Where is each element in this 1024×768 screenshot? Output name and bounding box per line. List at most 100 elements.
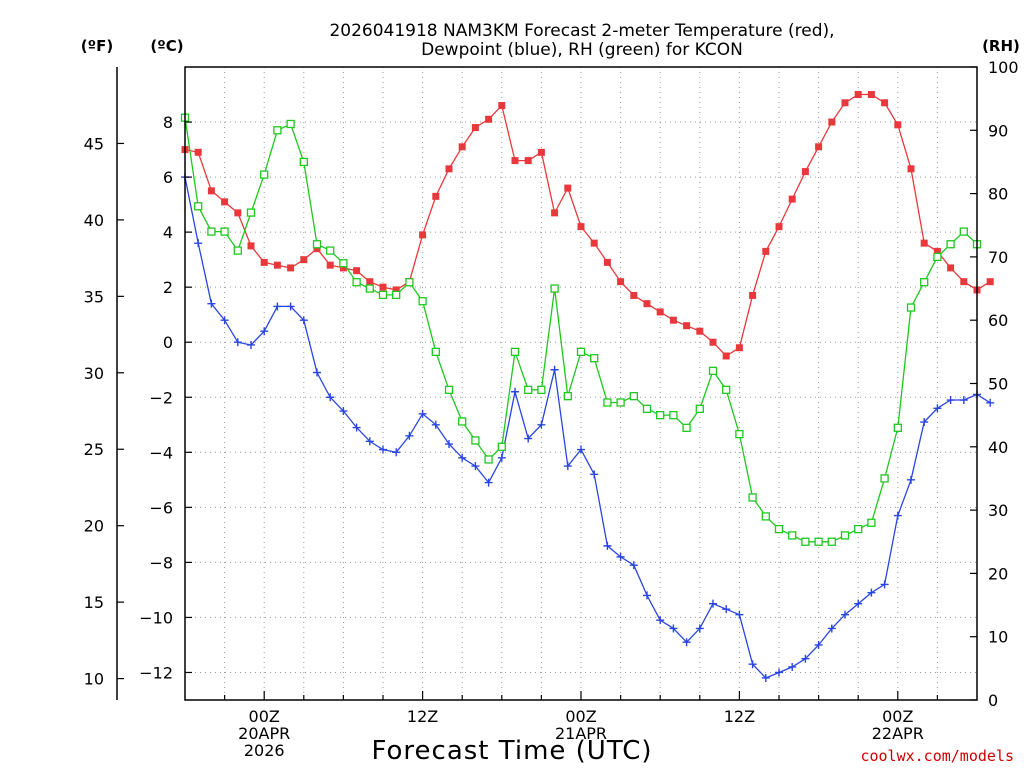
rh-point xyxy=(484,455,493,464)
rh-point xyxy=(603,398,612,407)
fahrenheit-tick-label: 40 xyxy=(84,211,104,230)
rh-point xyxy=(959,227,968,236)
rh-point xyxy=(510,347,520,357)
celsius-tick-label: −4 xyxy=(149,443,173,462)
dewpoint-point xyxy=(867,588,876,597)
dewpoint-point xyxy=(590,470,599,479)
dewpoint-point xyxy=(854,599,863,608)
celsius-tick-label: 6 xyxy=(163,168,173,187)
temperature-point xyxy=(933,247,941,255)
gridlines xyxy=(185,67,977,700)
rh-point xyxy=(537,385,546,394)
rh-point xyxy=(642,404,652,413)
rh-point xyxy=(801,537,810,546)
temperature-point xyxy=(656,308,664,316)
dewpoint-point xyxy=(352,423,361,432)
dewpoint-point xyxy=(431,420,440,429)
rh-point xyxy=(814,537,823,546)
rh-point xyxy=(312,240,322,249)
temperature-point xyxy=(643,300,651,308)
rh-point xyxy=(590,354,599,363)
chart-title-line-1: 2026041918 NAM3KM Forecast 2-meter Tempe… xyxy=(329,21,834,41)
temperature-point xyxy=(247,242,255,250)
temperature-point xyxy=(960,278,968,286)
rh-point xyxy=(920,278,929,287)
temperature-point xyxy=(801,168,809,176)
series-2-meter-temperature xyxy=(181,91,994,360)
temperature-point xyxy=(630,291,638,299)
rh-point xyxy=(339,259,348,268)
temperature-point xyxy=(762,247,770,255)
rh-tick-label: 90 xyxy=(988,121,1008,140)
temperature-point xyxy=(551,209,559,217)
dewpoint-point xyxy=(775,668,783,677)
temperature-point xyxy=(221,198,229,206)
rh-point xyxy=(405,278,414,287)
rh-point xyxy=(893,423,902,432)
rh-point xyxy=(629,392,638,401)
dewpoint-point xyxy=(524,434,533,443)
dewpoint-point xyxy=(695,624,704,633)
rh-point xyxy=(246,208,256,217)
rh-point xyxy=(392,290,401,300)
rh-point xyxy=(352,278,361,287)
dewpoint-point xyxy=(326,393,335,402)
x-tick-label: 20APR xyxy=(238,724,290,743)
x-tick-label: 2026 xyxy=(244,741,285,760)
temperature-point xyxy=(207,187,215,195)
temperature-point xyxy=(485,115,493,123)
rh-point xyxy=(550,284,559,293)
rh-point xyxy=(761,512,770,521)
dewpoint-point xyxy=(880,580,889,589)
dewpoint-point xyxy=(986,398,995,407)
celsius-tick-label: −10 xyxy=(139,608,173,627)
dewpoint-point xyxy=(801,654,810,663)
dewpoint-point xyxy=(313,368,321,377)
dewpoint-point xyxy=(682,638,691,647)
rh-point xyxy=(867,518,876,527)
temperature-point xyxy=(696,327,704,335)
x-tick-label: 12Z xyxy=(407,707,438,726)
dewpoint-point xyxy=(814,640,823,649)
temperature-point xyxy=(669,316,677,324)
rh-tick-label: 0 xyxy=(988,691,998,710)
x-tick-label: 00Z xyxy=(565,707,596,726)
temperature-point xyxy=(432,192,440,200)
rh-point xyxy=(458,417,467,426)
fahrenheit-tick-label: 45 xyxy=(84,134,104,153)
rh-point xyxy=(656,410,665,420)
temperature-point xyxy=(603,258,611,266)
fahrenheit-tick-label: 15 xyxy=(84,593,104,612)
dewpoint-point xyxy=(537,420,546,429)
temperature-point xyxy=(234,209,242,217)
dewpoint-point xyxy=(365,437,374,446)
rh-point xyxy=(431,347,440,357)
dewpoint-point xyxy=(220,316,229,325)
x-tick-label: 00Z xyxy=(882,707,913,726)
temperature-point xyxy=(260,258,268,266)
dewpoint-point xyxy=(299,316,308,325)
rh-tick-label: 100 xyxy=(988,58,1019,77)
temperature-point xyxy=(339,264,347,272)
dewpoint-point xyxy=(907,475,915,484)
series-dewpoint xyxy=(181,173,995,682)
temperature-point xyxy=(920,239,928,247)
rh-point xyxy=(524,385,533,394)
fahrenheit-tick-label: 30 xyxy=(84,364,104,383)
dewpoint-point xyxy=(392,448,401,457)
rh-point xyxy=(576,347,586,357)
fahrenheit-tick-label: 20 xyxy=(84,517,104,536)
rh-tick-label: 70 xyxy=(988,248,1008,267)
dewpoint-point xyxy=(273,302,282,311)
rh-point xyxy=(220,227,229,236)
temperature-point xyxy=(194,148,202,156)
temperature-point xyxy=(828,118,836,126)
rh-point xyxy=(273,126,282,135)
dewpoint-point xyxy=(946,396,955,405)
temperature-point xyxy=(881,99,889,107)
rh-point xyxy=(854,524,863,534)
dewpoint-point xyxy=(788,662,797,671)
dewpoint-point xyxy=(207,299,216,308)
dewpoint-point xyxy=(761,673,770,682)
